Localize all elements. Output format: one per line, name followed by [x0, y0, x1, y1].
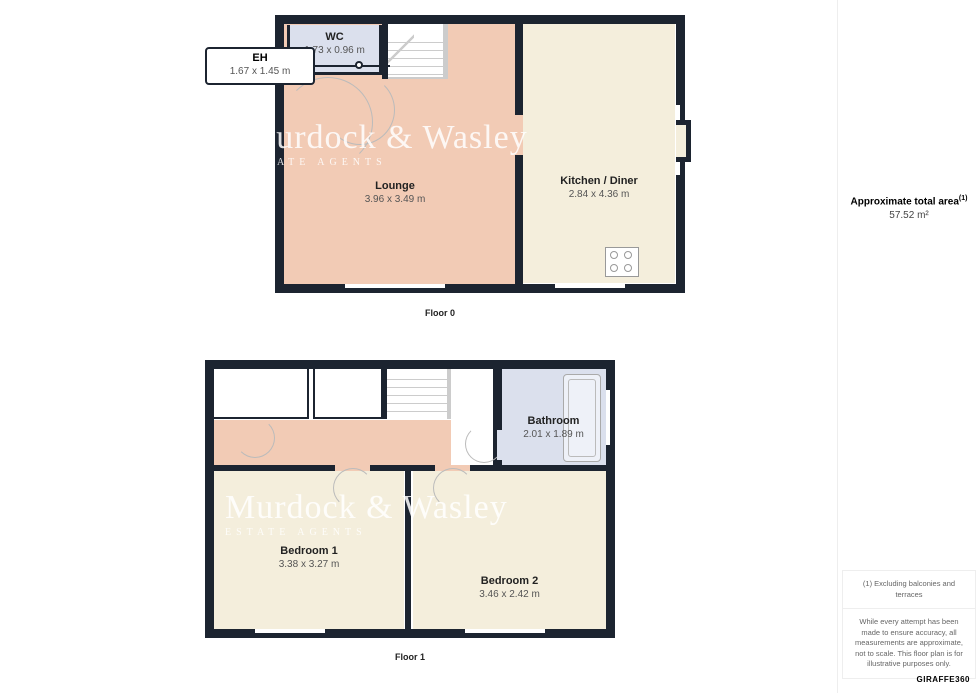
bed2-dims: 3.46 x 2.42 m: [413, 589, 606, 600]
lounge-label: Lounge 3.96 x 3.49 m: [275, 180, 515, 205]
eh-leader-line: [315, 65, 390, 67]
door-arc-bed2: [433, 468, 473, 508]
disclaimer-text: While every attempt has been made to ens…: [855, 617, 963, 668]
eh-name: EH: [207, 52, 313, 64]
door-arc-closet1: [235, 418, 275, 458]
floorplan-canvas: WC 1.73 x 0.96 m Lounge 3.96 x 3.49 m: [0, 0, 835, 693]
wc-name: WC: [290, 31, 379, 43]
eh-leader-dot: [355, 61, 363, 69]
kitchen-name: Kitchen / Diner: [523, 175, 675, 187]
hob-icon: [605, 247, 639, 277]
kitchen-dims: 2.84 x 4.36 m: [523, 189, 675, 200]
stairs-floor0: [385, 24, 445, 79]
lounge-dims: 3.96 x 3.49 m: [275, 194, 515, 205]
bed2-name: Bedroom 2: [413, 575, 606, 587]
door-arc-wc: [325, 75, 395, 145]
area-value: 57.52 m²: [846, 210, 972, 221]
stair-edge: [444, 24, 448, 79]
footnote-text: (1) Excluding balconies and terraces: [863, 579, 955, 599]
provider-logo: GIRAFFE360: [917, 675, 970, 684]
window-bed1: [255, 629, 325, 633]
window-kitchen-s: [555, 284, 625, 288]
floor0-caption: Floor 0: [195, 308, 685, 318]
bed1-dims: 3.38 x 3.27 m: [214, 559, 404, 570]
door-arc-bath: [465, 425, 503, 463]
floor-1: Bedroom 1 3.38 x 3.27 m Bedroom 2 3.46 x…: [205, 360, 675, 650]
info-sidebar: Approximate total area(1) 57.52 m² (1) E…: [837, 0, 980, 693]
bed2-label: Bedroom 2 3.46 x 2.42 m: [413, 575, 606, 600]
kitchen-label: Kitchen / Diner 2.84 x 4.36 m: [523, 175, 675, 200]
floor0-kitchen-doorway: [515, 115, 523, 155]
area-sup: (1): [959, 195, 968, 202]
kitchen-notch: [676, 120, 691, 162]
door-arc-bed1: [333, 468, 373, 508]
area-title: Approximate total area: [851, 196, 959, 207]
floor1-v-wall: [405, 465, 411, 632]
window-bed2: [465, 629, 545, 633]
eh-dims: 1.67 x 1.45 m: [207, 66, 313, 77]
window-bath: [606, 390, 610, 445]
bath-name: Bathroom: [501, 415, 606, 427]
bed1-name: Bedroom 1: [214, 545, 404, 557]
bath-label: Bathroom 2.01 x 1.89 m: [501, 415, 606, 440]
bed1-label: Bedroom 1 3.38 x 3.27 m: [214, 545, 404, 570]
floor1-caption: Floor 1: [205, 652, 615, 662]
window-lounge: [345, 284, 445, 288]
stair-wall: [382, 15, 388, 79]
area-block: Approximate total area(1) 57.52 m²: [838, 195, 980, 221]
eh-callout: EH 1.67 x 1.45 m: [205, 47, 315, 85]
bath-dims: 2.01 x 1.89 m: [501, 429, 606, 440]
lounge-name: Lounge: [275, 180, 515, 192]
disclaimer-box: While every attempt has been made to ens…: [842, 608, 976, 679]
footnote-box: (1) Excluding balconies and terraces: [842, 570, 976, 609]
floor-0: WC 1.73 x 0.96 m Lounge 3.96 x 3.49 m: [195, 15, 685, 305]
